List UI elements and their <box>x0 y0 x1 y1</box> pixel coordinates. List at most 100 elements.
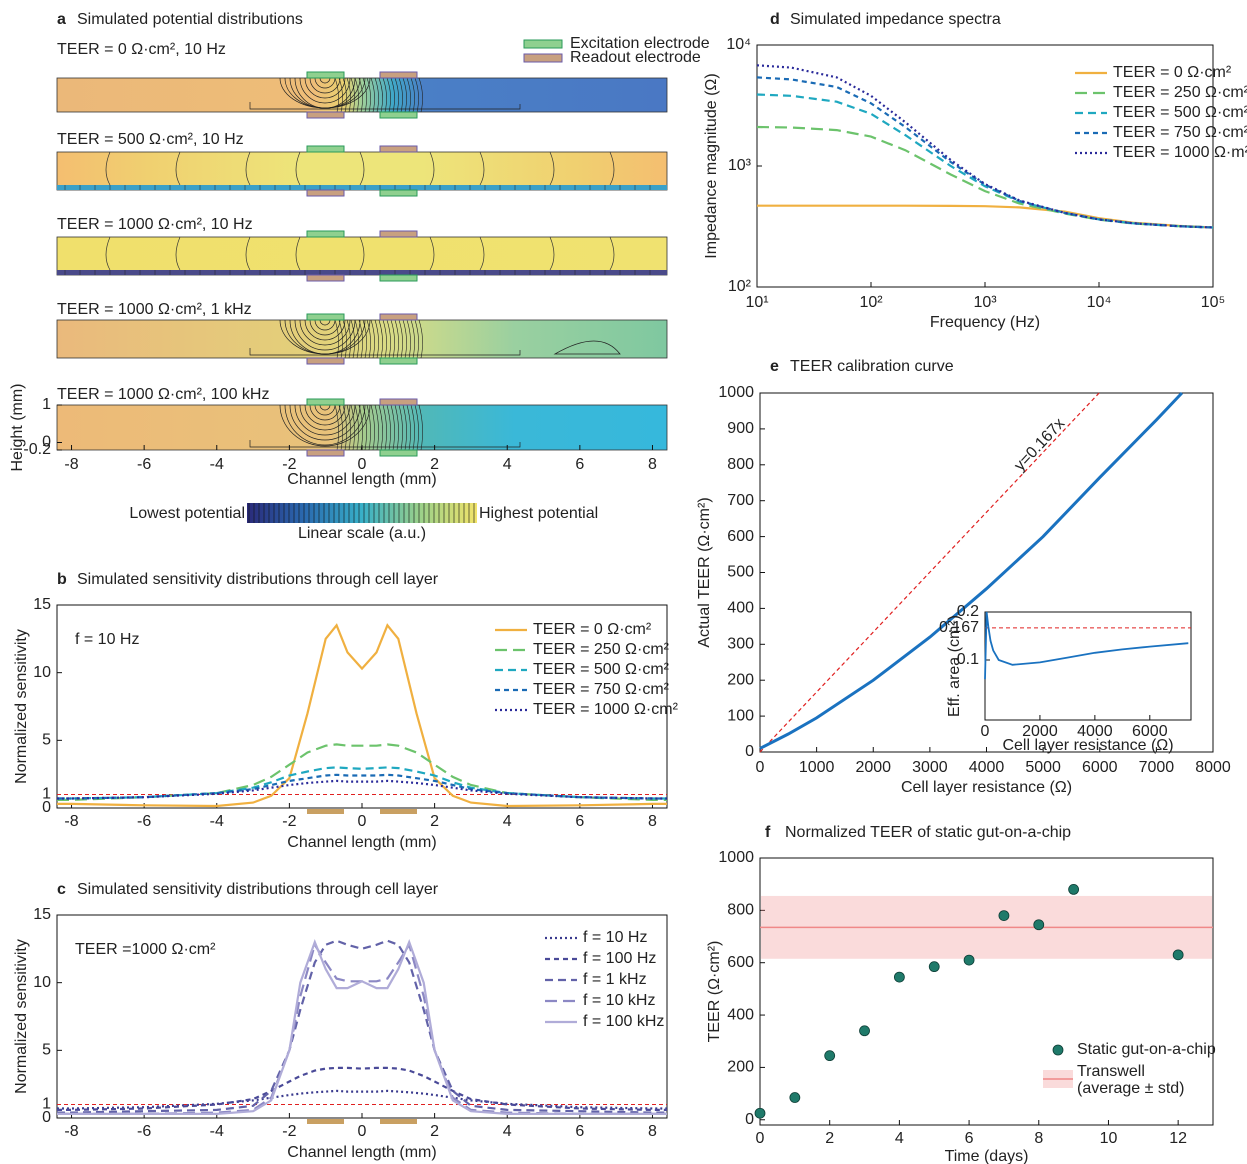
contour <box>284 404 366 446</box>
y-tick-label: 5 <box>42 1042 51 1059</box>
panel-label: TEER = 1000 Ω·cm², 100 kHz <box>57 386 269 403</box>
contour <box>382 404 387 451</box>
x-tick-label: 6 <box>965 1130 974 1147</box>
y-tick-label: 0.2 <box>957 603 979 620</box>
electrode <box>379 274 418 282</box>
x-tick-label: 12 <box>1169 1130 1187 1147</box>
x-axis-label: Frequency (Hz) <box>930 314 1040 331</box>
electrode <box>379 357 418 365</box>
y-tick-label: 800 <box>727 456 754 473</box>
contour <box>294 404 356 436</box>
contour <box>429 151 435 186</box>
legend-label: Excitation electrode <box>570 35 710 52</box>
contour <box>402 404 407 451</box>
y-tick-label: 900 <box>727 420 754 437</box>
legend-label: (average ± std) <box>1077 1080 1185 1097</box>
y-tick-label: 600 <box>727 954 754 971</box>
chart-title: Simulated sensitivity distributions thro… <box>77 881 439 898</box>
x-tick-label: 6 <box>575 1123 584 1140</box>
panel-label: TEER = 500 Ω·cm², 10 Hz <box>57 131 244 148</box>
x-tick-label: 0 <box>756 1130 765 1147</box>
contour <box>314 77 336 89</box>
y-tick-label: 200 <box>727 671 754 688</box>
x-tick-label: 10² <box>859 294 883 311</box>
electrode <box>380 809 417 814</box>
legend-label: TEER = 1000 Ω·cm² <box>533 701 679 718</box>
chart-title: Simulated impedance spectra <box>790 11 1001 28</box>
legend-label: TEER = 0 Ω·cm² <box>1113 64 1232 81</box>
data-line <box>57 743 667 801</box>
x-tick-label: 10¹ <box>745 294 768 311</box>
contour <box>299 404 351 431</box>
contour <box>249 440 521 448</box>
x-tick-label: 2 <box>430 456 439 473</box>
data-point <box>928 961 940 973</box>
y-tick-label: -0.2 <box>23 441 51 458</box>
data-line <box>57 623 667 808</box>
contour <box>338 404 343 451</box>
x-tick-label: 3000 <box>912 759 948 776</box>
y-tick-label: 0 <box>42 799 51 816</box>
x-tick-label: -6 <box>137 456 151 473</box>
colorbar <box>247 503 477 523</box>
contour <box>319 404 331 411</box>
electrode <box>379 71 418 79</box>
y-tick-label: 500 <box>727 564 754 581</box>
contour <box>249 348 521 356</box>
contour <box>362 404 367 451</box>
legend-label: f = 10 kHz <box>583 992 655 1009</box>
y-tick-label: 1 <box>42 396 51 413</box>
y-tick-label: 10² <box>728 278 752 295</box>
contour <box>314 404 336 416</box>
panel-letter: b <box>57 571 67 588</box>
x-tick-label: 2000 <box>1022 723 1058 740</box>
contour <box>295 151 301 186</box>
y-tick-label: 0 <box>745 1111 754 1128</box>
x-tick-label: -4 <box>210 456 224 473</box>
legend-label: TEER = 500 Ω·cm² <box>1113 104 1247 121</box>
data-point <box>1068 884 1080 895</box>
x-tick-label: 10³ <box>973 294 997 311</box>
x-axis-label: Channel length (mm) <box>287 1144 436 1161</box>
y-tick-label: 15 <box>33 596 51 613</box>
x-tick-label: 2000 <box>855 759 891 776</box>
y-tick-label: 0 <box>745 743 754 760</box>
contour <box>342 404 347 451</box>
contour <box>418 404 423 451</box>
electrode <box>306 313 345 321</box>
legend-label: TEER = 500 Ω·cm² <box>533 661 670 678</box>
contour <box>398 404 403 451</box>
panel-letter: f <box>765 824 771 841</box>
data-point <box>1033 919 1045 931</box>
y-tick-label: 400 <box>727 1006 754 1023</box>
contour <box>366 404 371 451</box>
data-point <box>859 1025 870 1037</box>
y-tick-label: 0.1 <box>957 651 979 668</box>
legend-swatch <box>1052 1044 1064 1056</box>
data-line <box>756 64 1214 229</box>
contour <box>378 404 383 451</box>
contour <box>549 236 555 271</box>
annotation: f = 10 Hz <box>75 631 139 648</box>
cell-layer <box>57 270 667 275</box>
x-tick-label: 6000 <box>1132 723 1168 740</box>
x-tick-label: 0 <box>358 813 367 830</box>
annotation: y=0.167x <box>1011 415 1068 474</box>
electrode <box>379 189 418 197</box>
electrode <box>380 1119 417 1124</box>
y-tick-label: 10 <box>33 664 51 681</box>
electrode <box>379 313 418 321</box>
electrode <box>379 230 418 238</box>
legend-label: TEER = 1000 Ω·m² <box>1113 144 1247 161</box>
x-tick-label: 4 <box>895 1130 904 1147</box>
panel-label: TEER = 1000 Ω·cm², 10 Hz <box>57 216 253 233</box>
y-tick-label: 10⁴ <box>726 36 751 53</box>
cell-layer <box>57 185 667 190</box>
electrode <box>306 145 345 153</box>
y-tick-label: 100 <box>727 707 754 724</box>
x-tick-label: 8 <box>648 456 657 473</box>
data-line <box>57 939 667 1115</box>
x-tick-label: -8 <box>64 813 78 830</box>
data-line <box>756 93 1214 229</box>
